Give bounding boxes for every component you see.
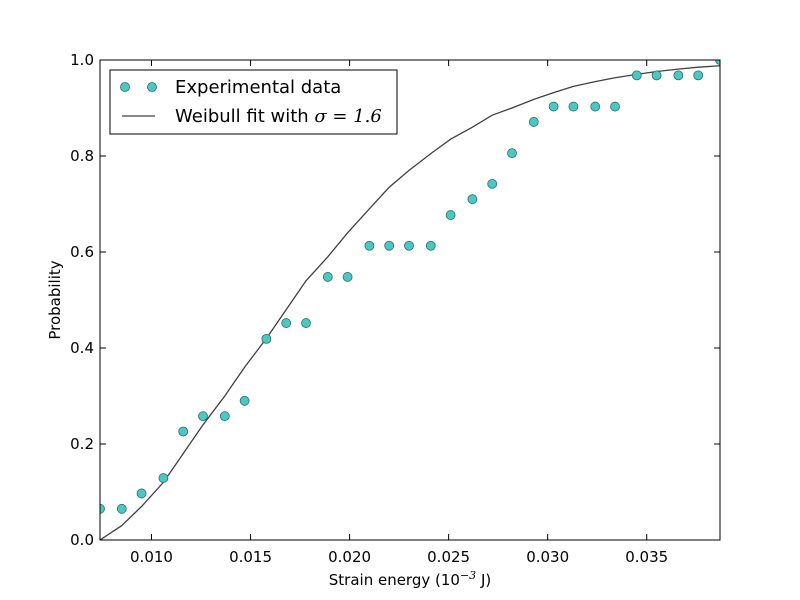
- y-axis-label: Probability: [46, 260, 64, 339]
- data-point: [528, 117, 539, 127]
- y-tick-label: 0.2: [70, 435, 94, 453]
- data-point: [651, 70, 662, 81]
- legend-label-weibull: Weibull fit with σ = 1.6: [175, 106, 382, 127]
- x-tick-label: 0.035: [625, 548, 668, 566]
- weibull-fit-line: [100, 65, 720, 540]
- data-point: [590, 101, 601, 112]
- y-tick-label: 0.8: [70, 147, 94, 165]
- data-point: [487, 178, 498, 189]
- y-tick-label: 1.0: [70, 51, 94, 69]
- legend-box: [109, 69, 398, 135]
- axes-frame: [99, 59, 721, 541]
- data-point: [548, 101, 559, 112]
- x-tick-label: 0.015: [229, 548, 272, 566]
- data-point: [467, 194, 478, 205]
- data-point: [507, 148, 517, 159]
- data-point: [715, 60, 720, 65]
- data-point: [136, 488, 147, 499]
- data-point: [239, 395, 250, 406]
- data-point: [342, 272, 353, 282]
- x-tick-label: 0.025: [427, 548, 470, 566]
- x-tick-label: 0.020: [328, 548, 371, 566]
- data-point: [631, 70, 642, 81]
- data-point: [116, 503, 127, 514]
- data-point: [178, 426, 189, 437]
- plot-area: [100, 60, 720, 540]
- data-point: [404, 240, 414, 251]
- legend-marker-1: [120, 82, 130, 92]
- data-point: [384, 240, 395, 251]
- data-point: [281, 318, 292, 328]
- y-tick-label: 0.4: [70, 339, 94, 357]
- data-point: [610, 101, 620, 112]
- data-point: [219, 411, 230, 422]
- data-point: [322, 272, 333, 282]
- data-point: [100, 503, 105, 514]
- ticks: 0.010 0.015 0.020 0.025 0.030 0.035 0.0 0.2 0.4 0…: [70, 51, 720, 566]
- data-point: [568, 101, 579, 112]
- x-tick-label: 0.030: [526, 548, 569, 566]
- data-point: [198, 411, 208, 422]
- legend-marker-2: [147, 82, 157, 92]
- y-tick-label: 0.6: [70, 243, 94, 261]
- x-axis-label: Strain energy (10−3 J): [329, 569, 491, 589]
- data-point: [301, 318, 311, 328]
- data-point: [445, 210, 456, 220]
- data-point: [693, 70, 704, 81]
- data-point: [158, 473, 169, 483]
- data-point: [364, 240, 375, 251]
- data-point: [425, 240, 436, 251]
- legend: Experimental data Weibull fit with σ = 1…: [109, 69, 398, 135]
- y-tick-label: 0.0: [70, 531, 94, 549]
- data-point: [673, 70, 684, 81]
- x-tick-label: 0.010: [130, 548, 173, 566]
- data-point: [261, 333, 272, 344]
- legend-label-experimental: Experimental data: [175, 77, 341, 98]
